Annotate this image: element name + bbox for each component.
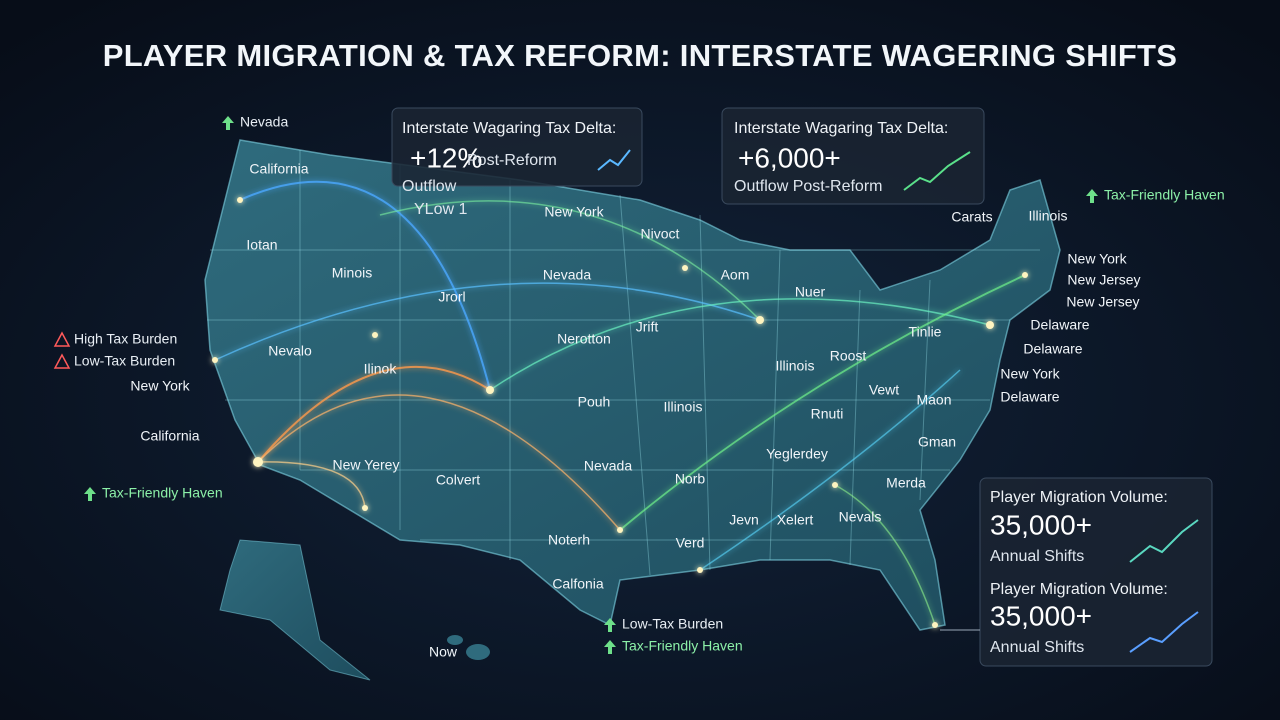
annotation: Nevada — [240, 114, 288, 130]
map-label: Jevn — [729, 512, 759, 528]
map-label: New Jersey — [1067, 272, 1140, 288]
up-arrow-icon — [604, 618, 616, 632]
map-label: California — [140, 428, 199, 444]
map-label: Nivoct — [641, 226, 680, 242]
map-label: Merda — [886, 475, 926, 491]
map-label: Gman — [918, 434, 956, 450]
hawaii — [447, 635, 463, 645]
map-label: New York — [1067, 251, 1127, 267]
card-heading: Player Migration Volume: — [990, 581, 1168, 598]
map-label: New York — [130, 378, 190, 394]
map-label: Xelert — [777, 512, 814, 528]
map-label: New Yerey — [333, 457, 400, 473]
map-label: California — [249, 161, 308, 177]
map-label: Nuer — [795, 284, 826, 300]
map-label: Verd — [676, 535, 705, 551]
up-arrow-icon — [604, 640, 616, 654]
map — [204, 139, 1061, 681]
state-borders — [207, 150, 1040, 576]
card-heading: Interstate Wagaring Tax Delta: — [402, 120, 616, 137]
map-label: Carats — [951, 209, 992, 225]
migration-arcs — [214, 180, 1026, 626]
title: PLAYER MIGRATION & TAX REFORM: INTERSTAT… — [103, 38, 1178, 73]
map-label: Minois — [332, 265, 372, 281]
hawaii — [466, 644, 490, 660]
map-label: Rnuti — [811, 406, 844, 422]
map-label: Pouh — [578, 394, 611, 410]
map-label: Jrorl — [438, 289, 465, 305]
map-label: New York — [544, 204, 604, 220]
map-label: Roost — [830, 348, 867, 364]
warning-icon — [53, 353, 71, 369]
sparkline-icon — [1129, 519, 1199, 563]
annotation: Tax-Friendly Haven — [102, 485, 223, 501]
map-label: Nevada — [543, 267, 591, 283]
card-note: Post-Reform — [467, 152, 557, 169]
annotation: Low-Tax Burden — [74, 353, 175, 369]
sparkline-icon — [1129, 611, 1199, 653]
card-note: Annual Shifts — [990, 548, 1084, 565]
sparkline-icon — [597, 149, 631, 171]
warning-icon — [53, 331, 71, 347]
map-label: Jrift — [636, 319, 659, 335]
annotation: Tax-Friendly Haven — [622, 638, 743, 654]
map-label: Now — [429, 644, 458, 660]
card-value: +6,000+ — [738, 142, 841, 173]
map-label: Ilinok — [364, 361, 398, 377]
map-label: Vewt — [869, 382, 899, 398]
map-label: New York — [1000, 366, 1060, 382]
map-label: Nevada — [584, 458, 632, 474]
map-label: Nevals — [839, 509, 882, 525]
card-value: 35,000+ — [990, 600, 1092, 631]
map-label: Illinois — [1029, 208, 1068, 224]
up-arrow-icon — [222, 116, 234, 130]
map-label: Delaware — [1000, 389, 1059, 405]
card-note: Outflow Post-Reform — [734, 178, 882, 195]
card-value: 35,000+ — [990, 509, 1092, 540]
map-label: Delaware — [1023, 341, 1082, 357]
cards-layer — [391, 107, 1213, 667]
map-label: Nevalo — [268, 343, 312, 359]
card-note: Annual Shifts — [990, 639, 1084, 656]
card-note: Outflow — [402, 178, 457, 195]
city-nodes — [212, 197, 1028, 628]
up-arrow-icon — [1086, 189, 1098, 203]
card-heading: Interstate Wagaring Tax Delta: — [734, 120, 948, 137]
card-value: +12% — [410, 142, 482, 173]
annotation: Tax-Friendly Haven — [1104, 187, 1225, 203]
map-label: Nerotton — [557, 331, 611, 347]
annotation: High Tax Burden — [74, 331, 177, 347]
up-arrow-icon — [84, 487, 96, 501]
mainland — [204, 139, 1061, 631]
map-label: New Jersey — [1066, 294, 1139, 310]
map-label: Colvert — [436, 472, 480, 488]
alaska — [219, 539, 371, 681]
map-label: Noterh — [548, 532, 590, 548]
map-label: Tinlie — [909, 324, 942, 340]
map-label: Yeglerdey — [766, 446, 828, 462]
card-heading: Player Migration Volume: — [990, 489, 1168, 506]
sparkline-icon — [903, 151, 971, 191]
stat-card — [391, 107, 643, 187]
map-label: Aom — [721, 267, 750, 283]
annotation: Low-Tax Burden — [622, 616, 723, 632]
map-label: Norb — [675, 471, 706, 487]
map-label: Illinois — [776, 358, 815, 374]
card-note: YLow 1 — [414, 201, 467, 218]
map-label: Illinois — [664, 399, 703, 415]
map-label: Maon — [916, 392, 951, 408]
map-label: Delaware — [1030, 317, 1089, 333]
map-label: Calfonia — [552, 576, 604, 592]
stat-card — [979, 477, 1213, 667]
map-label: Iotan — [246, 237, 277, 253]
